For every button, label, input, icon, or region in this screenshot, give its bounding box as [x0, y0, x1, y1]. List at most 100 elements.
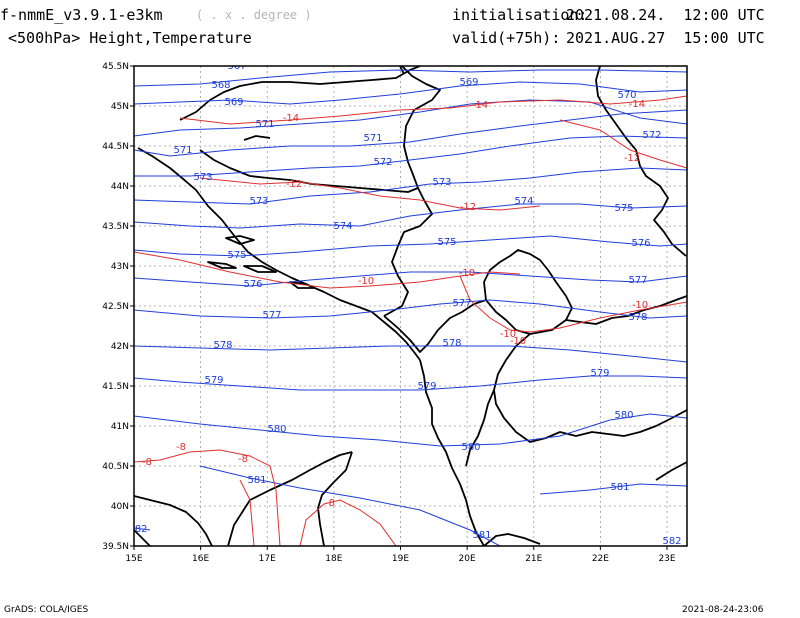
height-label: 579 — [417, 381, 436, 392]
field-title: <500hPa> Height,Temperature — [8, 29, 252, 47]
height-label: 580 — [461, 442, 480, 453]
height-isoline — [134, 69, 687, 87]
serbia-border-1 — [383, 66, 441, 317]
lat-tick-label: 41N — [111, 422, 129, 432]
height-label: 581 — [247, 475, 266, 486]
height-isoline — [134, 99, 687, 137]
temperature-label: -12 — [460, 202, 476, 213]
bulgaria-greece-border — [655, 461, 687, 481]
temperature-isoline — [299, 499, 397, 546]
height-label: 575 — [227, 250, 246, 261]
temperature-label: -12 — [624, 153, 640, 164]
lon-tick-label: 21E — [525, 554, 542, 564]
height-label: 573 — [249, 196, 268, 207]
height-label: 576 — [631, 238, 650, 249]
footer-timestamp: 2021-08-24-23:06 — [682, 605, 764, 615]
height-label: 571 — [363, 133, 382, 144]
height-labels: 567 568 569 569 570 571 571 571 572 572 573 573 573 5… — [134, 61, 682, 547]
temperature-label: -10 — [459, 268, 475, 279]
lon-tick-label: 15E — [125, 554, 142, 564]
height-label: 573 — [193, 172, 212, 183]
height-label: 570 — [617, 90, 636, 101]
temperature-labels: -14-14 -14-12-12-12-10-10-10-10-10-8-8 -8-… — [142, 99, 648, 509]
lat-tick-label: 41.5N — [102, 382, 129, 392]
lon-tick-label: 18E — [325, 554, 342, 564]
height-label: 577 — [452, 298, 471, 309]
height-isoline — [134, 271, 687, 287]
height-isoline — [134, 135, 687, 177]
valid-value: 2021.AUG.27 15:00 UTC — [566, 29, 765, 47]
height-label: 572 — [373, 157, 392, 168]
height-isoline — [134, 203, 687, 229]
height-isoline — [134, 235, 687, 257]
albania-greece-border — [465, 389, 495, 467]
lat-tick-label: 40N — [111, 502, 129, 512]
temperature-isoline — [459, 275, 687, 333]
height-label: 567 — [227, 61, 246, 72]
lon-tick-label: 17E — [259, 554, 276, 564]
height-label: 579 — [204, 375, 223, 386]
lat-tick-label: 45.5N — [102, 62, 129, 72]
montenegro-border — [383, 299, 531, 353]
height-label: 573 — [432, 177, 451, 188]
temperature-isoline — [559, 119, 687, 169]
height-isoline — [134, 109, 687, 157]
height-isoline — [539, 483, 687, 495]
footer-credit: GrADS: COLA/IGES — [4, 605, 89, 615]
lon-tick-label: 22E — [592, 554, 609, 564]
island-3 — [243, 265, 277, 273]
island-2 — [207, 261, 237, 269]
height-label: 580 — [614, 410, 633, 421]
height-label: 571 — [255, 119, 274, 130]
height-isoline — [134, 81, 687, 105]
temperature-label: -14 — [283, 113, 299, 124]
island-4 — [289, 281, 315, 289]
temperature-label: -14 — [629, 99, 645, 110]
height-isoline — [134, 167, 687, 205]
serbia-east-border — [595, 66, 687, 257]
temperature-label: -8 — [142, 457, 152, 468]
height-label: 574 — [514, 196, 533, 207]
init-value: 2021.08.24. 12:00 UTC — [566, 6, 765, 24]
temperature-label: -10 — [500, 329, 516, 340]
height-label: 568 — [211, 80, 230, 91]
height-isoline — [134, 375, 687, 391]
height-label: 575 — [614, 203, 633, 214]
height-isoline — [134, 345, 687, 363]
height-label: 579 — [590, 368, 609, 379]
bosnia-inner — [243, 135, 271, 141]
temperature-label: -10 — [510, 336, 526, 347]
axis-tick-labels: 15E 16E 17E 18E 19E 20E 21E 22E 23E 39.5N 40N 40.5N… — [102, 62, 676, 564]
temperature-isoline — [134, 449, 281, 546]
lat-tick-label: 44N — [111, 182, 129, 192]
north-macedonia-north — [565, 295, 687, 325]
albania-coast — [419, 359, 485, 546]
italy-coast — [134, 495, 213, 546]
height-label: 569 — [224, 97, 243, 108]
temperature-label: -8 — [176, 442, 186, 453]
lat-tick-label: 44.5N — [102, 142, 129, 152]
adriatic-east-coast — [137, 147, 421, 361]
croatia-border-north — [179, 66, 421, 121]
kosovo-border — [483, 249, 573, 335]
italy-coast-east — [227, 451, 353, 546]
height-label: 578 — [628, 312, 647, 323]
height-label: 578 — [213, 340, 232, 351]
height-label: 578 — [442, 338, 461, 349]
lat-tick-label: 43N — [111, 262, 129, 272]
graticule — [133, 65, 687, 547]
temperature-label: -14 — [472, 100, 488, 111]
height-label: 582 — [662, 536, 681, 547]
lat-tick-label: 45N — [111, 102, 129, 112]
lat-tick-label: 42.5N — [102, 302, 129, 312]
model-title: f-nmmE_v3.9.1-e3km — [0, 6, 163, 24]
calabria-coast — [134, 529, 151, 546]
temperature-contours — [134, 95, 687, 546]
island-1 — [225, 235, 255, 245]
height-label: 571 — [173, 145, 192, 156]
coastlines-borders — [134, 66, 687, 546]
height-label: 581 — [610, 482, 629, 493]
height-isoline — [194, 66, 216, 67]
greece-west — [483, 533, 541, 546]
